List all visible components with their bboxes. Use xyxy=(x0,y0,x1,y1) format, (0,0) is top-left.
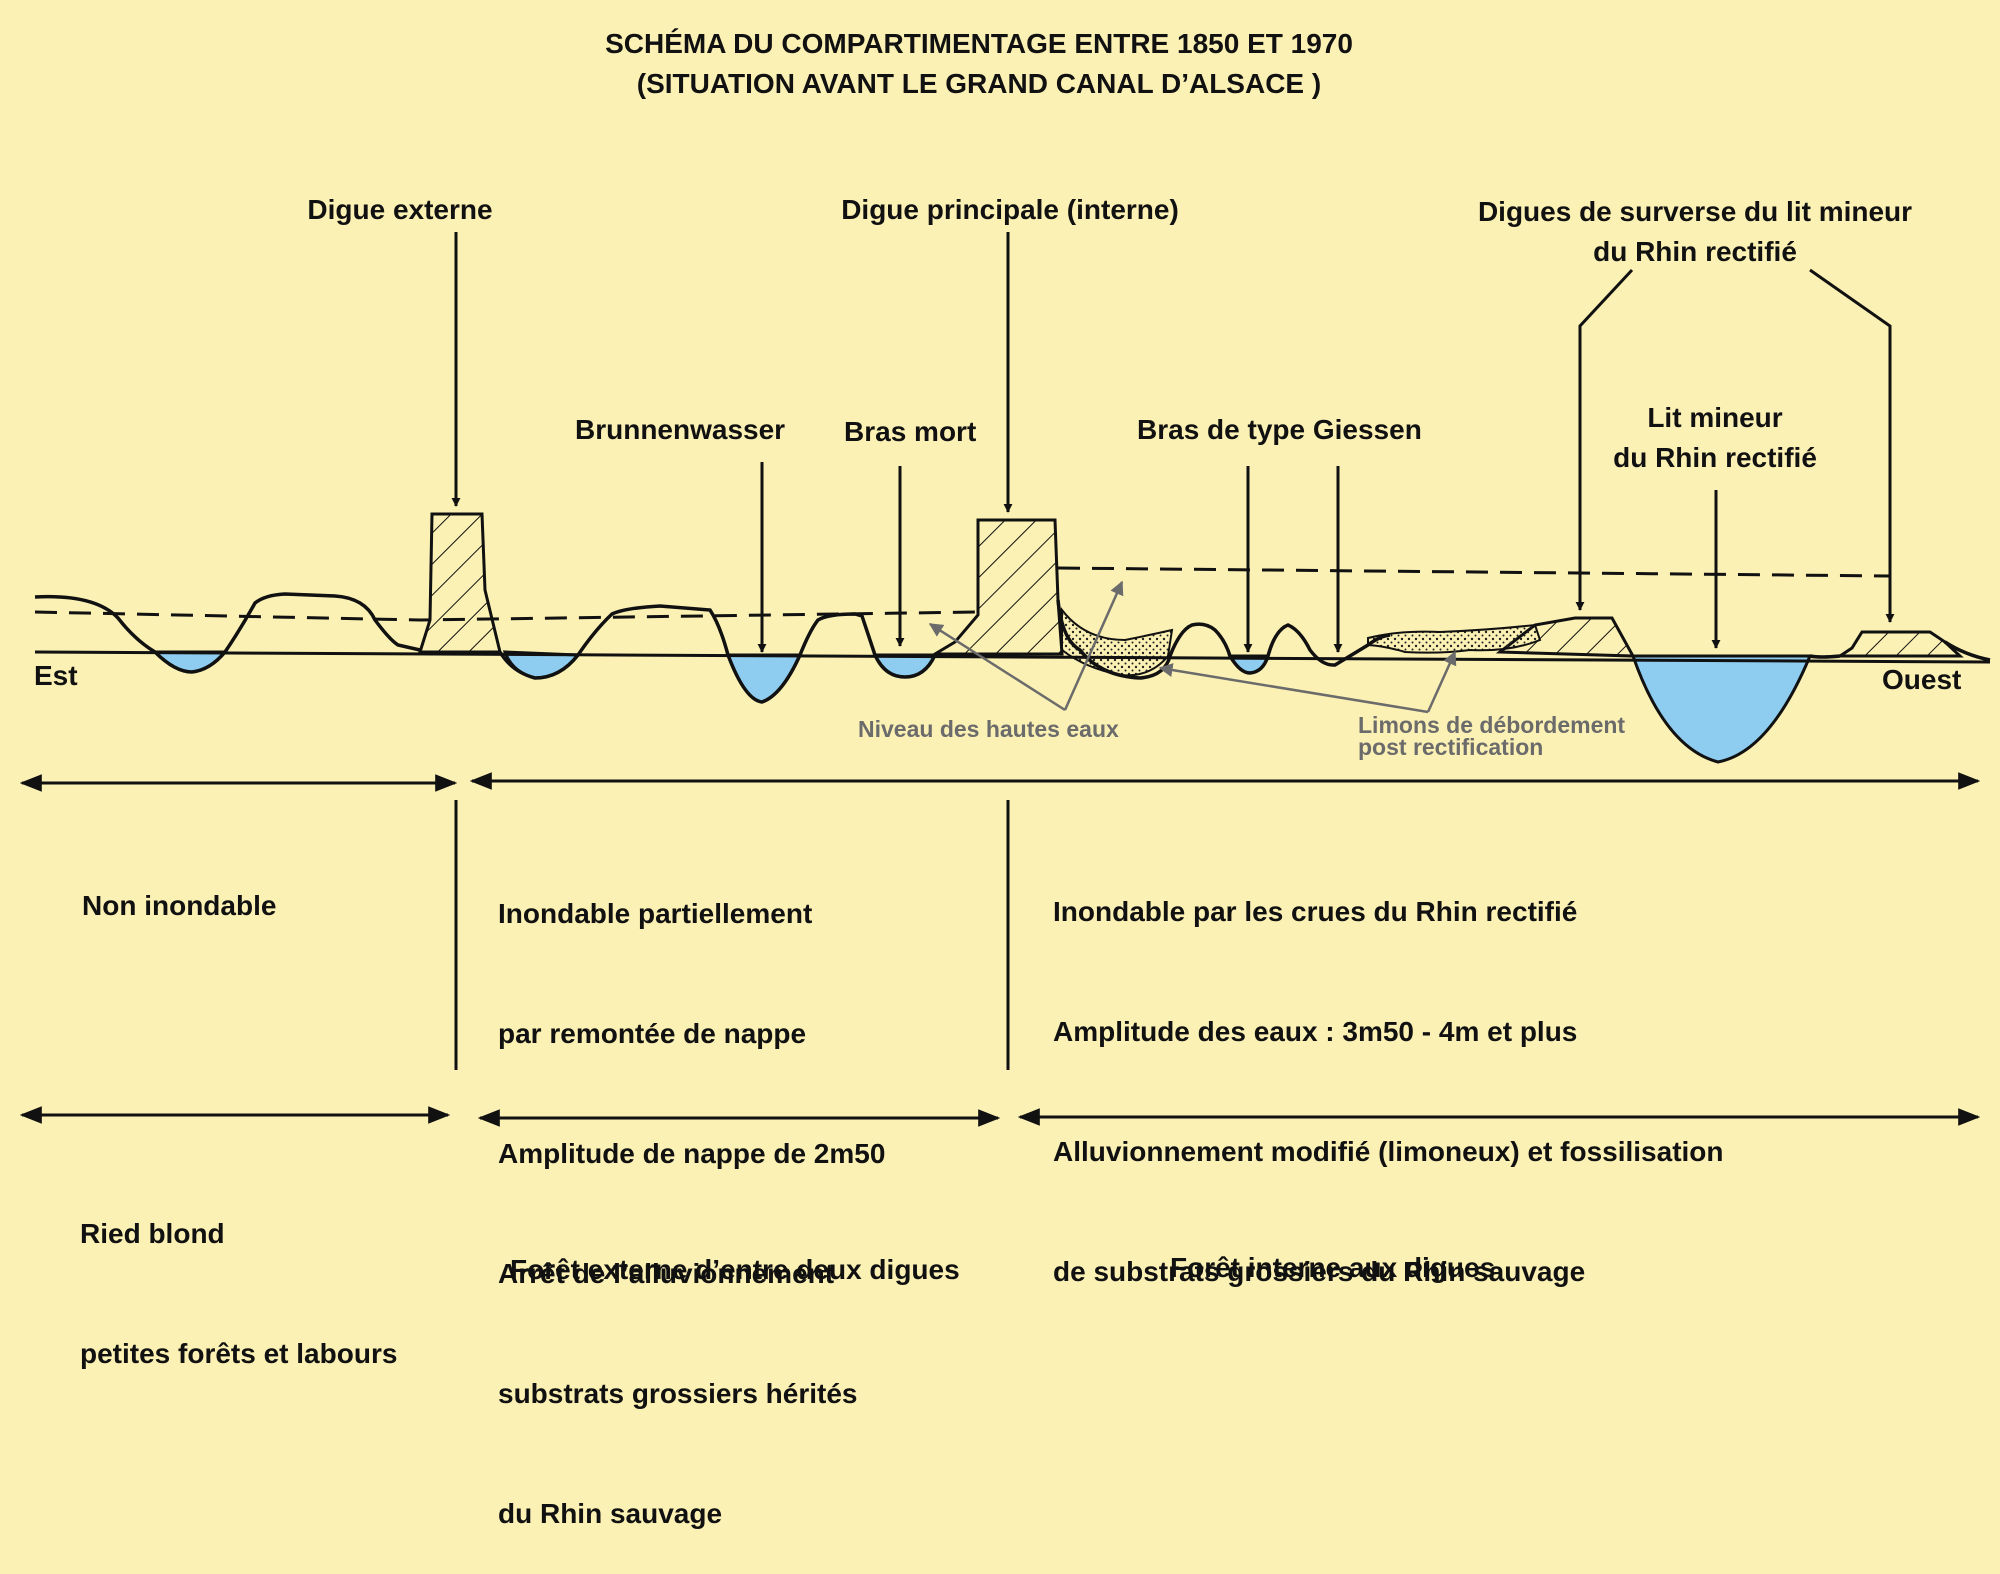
flood-zone2-line-2: par remontée de nappe xyxy=(498,1018,807,1049)
water-bodies xyxy=(151,650,1813,764)
zone-separators xyxy=(454,800,1010,1070)
label-digue-externe: Digue externe xyxy=(307,194,493,225)
high-water-right xyxy=(1057,566,1891,578)
flood-zone2-line-5: substrats grossiers hérités xyxy=(498,1378,858,1409)
label-lit-mineur-2: du Rhin rectifié xyxy=(1613,442,1817,473)
arrow-niveau-2 xyxy=(1063,580,1124,711)
title-line-2: (SITUATION AVANT LE GRAND CANAL D’ALSACE… xyxy=(636,68,1322,99)
label-bras-mort: Bras mort xyxy=(844,416,977,447)
water-lit-mineur xyxy=(1630,654,1813,764)
flood-zone1-line: Non inondable xyxy=(82,890,277,921)
flood-zone1-text: Non inondable xyxy=(82,806,276,966)
label-lit-mineur-1: Lit mineur xyxy=(1647,402,1783,433)
label-bras-giessen: Bras de type Giessen xyxy=(1137,414,1422,445)
arrow-limons-1 xyxy=(1158,663,1429,714)
silt-deposits xyxy=(1061,607,1542,677)
label-digue-principale: Digue principale (interne) xyxy=(841,194,1179,225)
arrow-surverse-2 xyxy=(1809,268,1895,623)
flood-zone2-line-3: Amplitude de nappe de 2m50 xyxy=(498,1138,886,1169)
ground-baseline xyxy=(34,650,1991,664)
high-water-left xyxy=(34,610,979,622)
label-niveau-hautes-eaux: Niveau des hautes eaux xyxy=(858,716,1119,742)
flood-zone3-line-3: Alluvionnement modifié (limoneux) et fos… xyxy=(1053,1136,1724,1167)
label-digues-surverse-2: du Rhin rectifié xyxy=(1593,236,1797,267)
land-zone3-text: Forêt interne aux digues xyxy=(1170,1168,1495,1328)
label-brunnenwasser: Brunnenwasser xyxy=(575,414,786,445)
digue-surverse-2-shape xyxy=(1835,630,1964,658)
label-est: Est xyxy=(34,660,78,691)
label-digues-surverse-1: Digues de surverse du lit mineur xyxy=(1477,196,1913,227)
land-zone3-line-1: Forêt interne aux digues xyxy=(1170,1252,1496,1283)
arrow-surverse-1 xyxy=(1575,268,1634,611)
land-zone1-line-2: petites forêts et labours xyxy=(80,1338,398,1369)
digue-principale-shape xyxy=(929,518,1064,656)
arrow-niveau-1 xyxy=(928,622,1066,712)
land-zone1-line-1: Ried blond xyxy=(80,1218,225,1249)
silt-deposit-right xyxy=(1367,623,1542,654)
flood-zone3-line-1: Inondable par les crues du Rhin rectifié xyxy=(1053,896,1578,927)
dykes xyxy=(417,512,1964,658)
gray-pointer-arrows xyxy=(928,580,1457,714)
land-zone2-line-1: Forêt externe d’entre deux digues xyxy=(510,1254,960,1285)
high-water-level xyxy=(34,566,1891,622)
land-zone1-text: Ried blond petites forêts et labours xyxy=(80,1134,397,1414)
flood-zone2-line-1: Inondable partiellement xyxy=(498,898,813,929)
zone-extent-arrows xyxy=(19,772,1981,1127)
flood-zone3-line-2: Amplitude des eaux : 3m50 - 4m et plus xyxy=(1053,1016,1578,1047)
label-ouest: Ouest xyxy=(1882,664,1962,695)
flood-zone2-line-6: du Rhin sauvage xyxy=(498,1498,723,1529)
label-limons-1: Limons de débordement xyxy=(1358,712,1626,738)
land-zone2-text: Forêt externe d’entre deux digues xyxy=(510,1170,960,1330)
arrow-limons-2 xyxy=(1426,650,1457,713)
title-line-1: SCHÉMA DU COMPARTIMENTAGE ENTRE 1850 ET … xyxy=(605,28,1353,59)
silt-deposit-left xyxy=(1061,607,1174,677)
label-limons-2: post rectification xyxy=(1358,734,1544,760)
cross-section-diagram xyxy=(19,232,1991,1127)
digue-externe-shape xyxy=(417,512,502,654)
pointer-arrows xyxy=(451,232,1895,653)
